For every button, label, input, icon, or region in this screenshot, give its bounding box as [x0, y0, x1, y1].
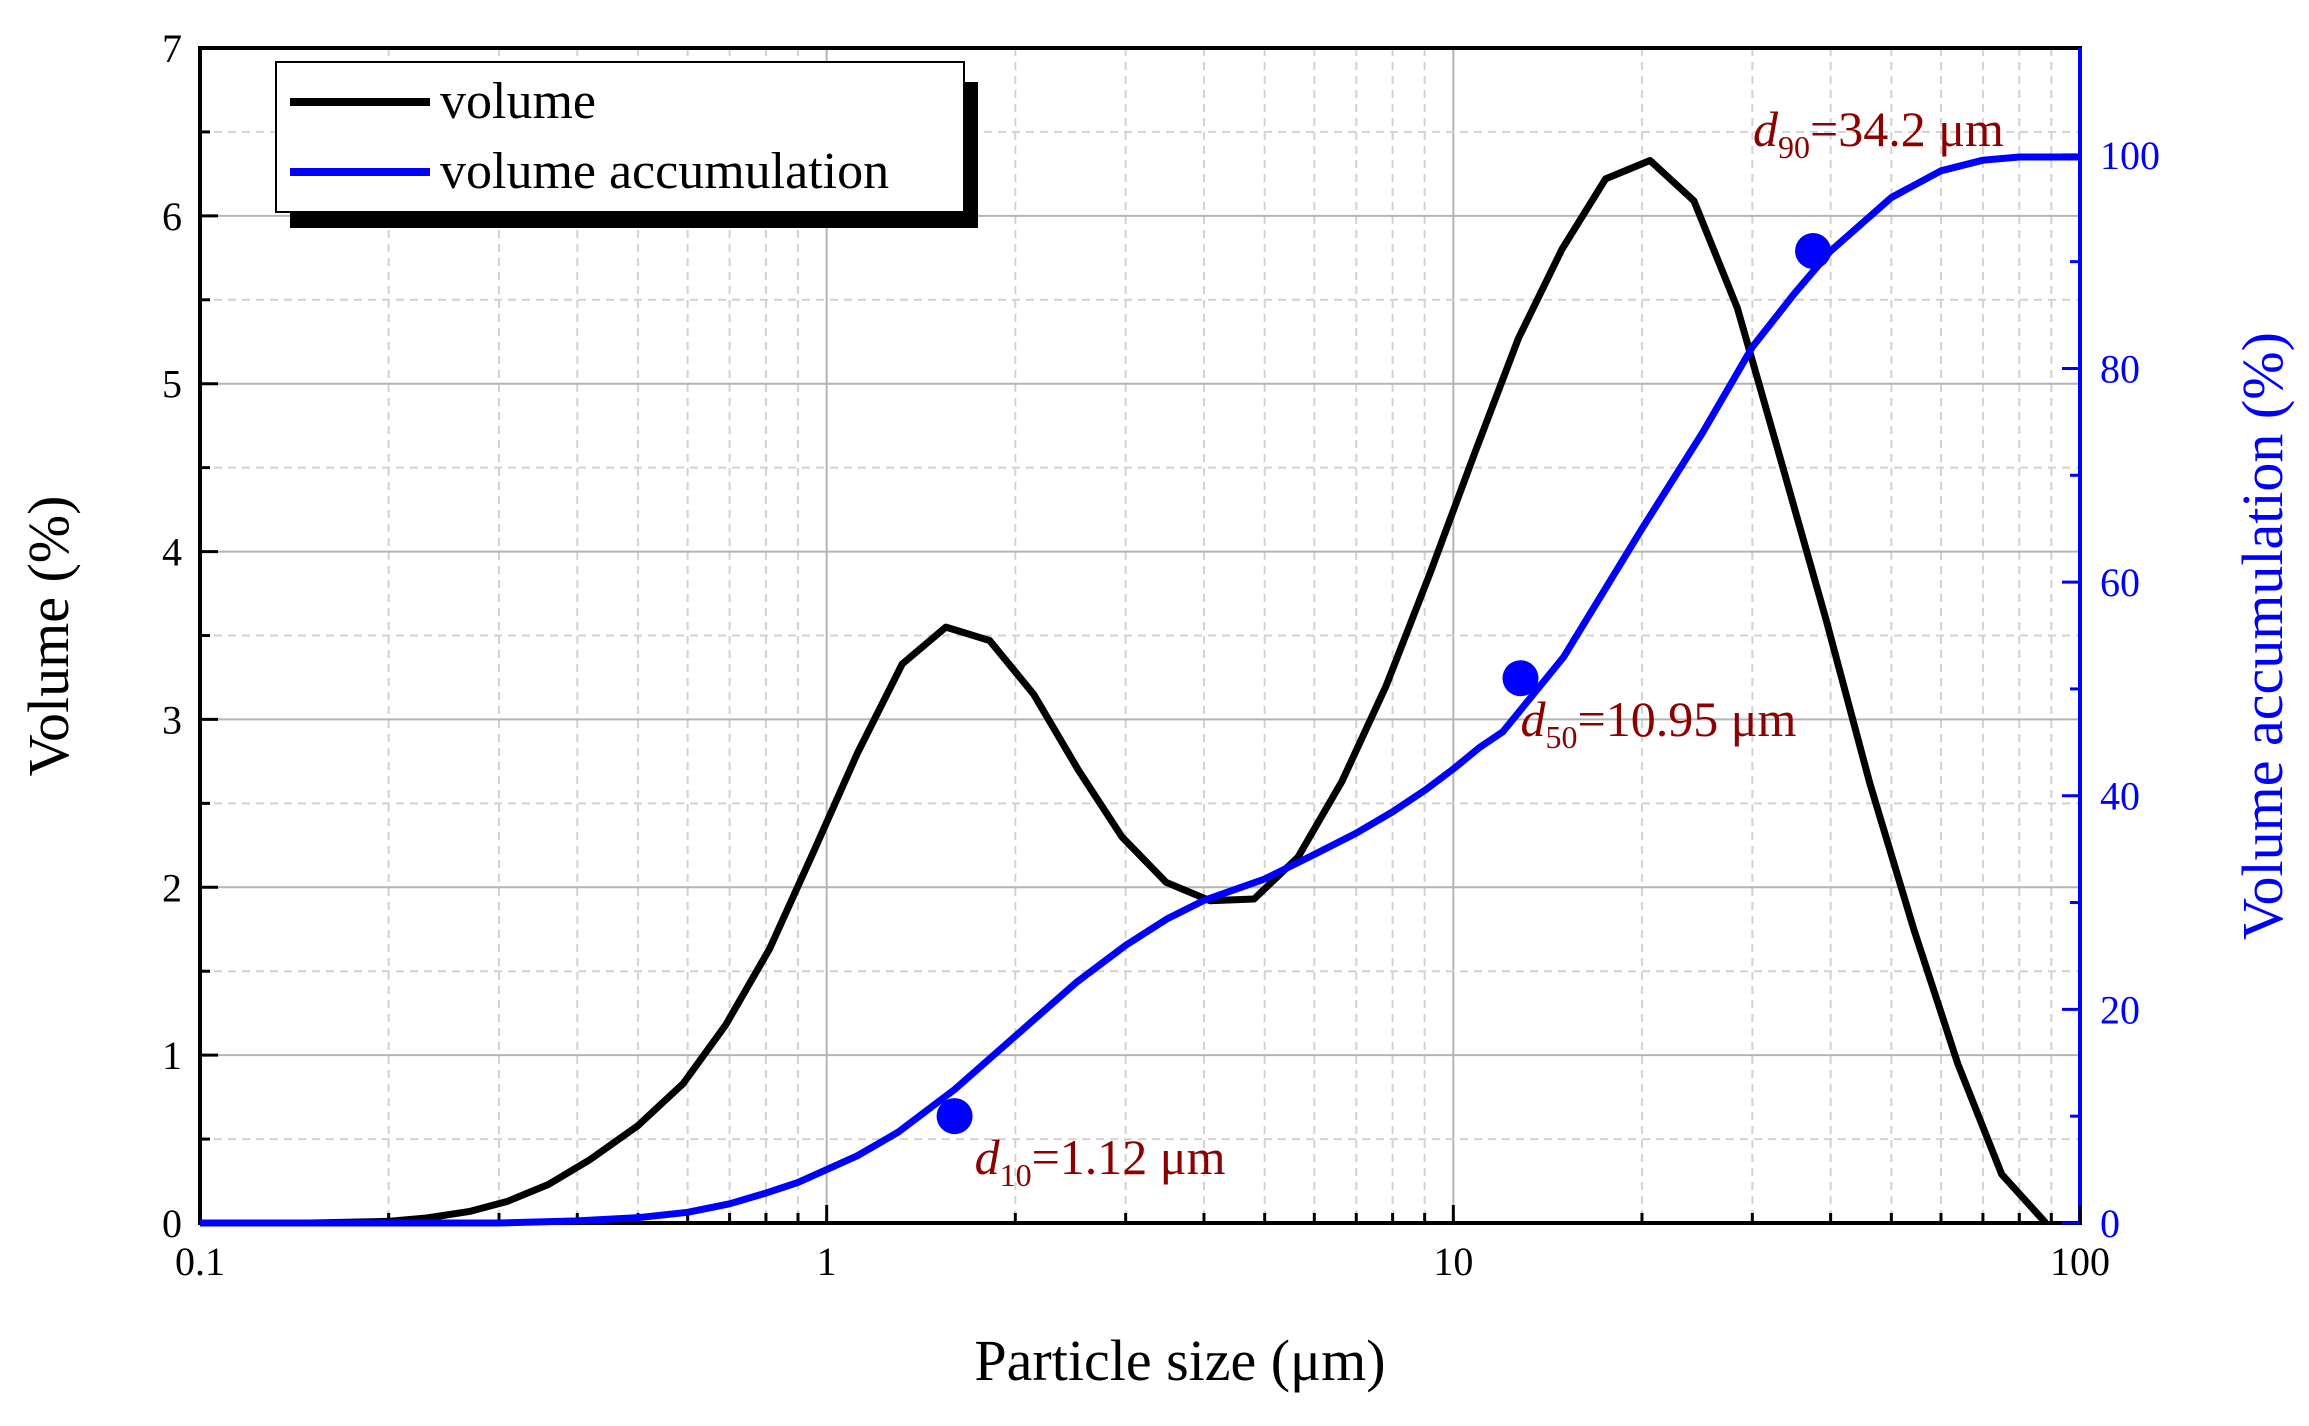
y-right-tick-label: 40 — [2100, 774, 2140, 819]
volume-line — [200, 157, 2049, 1227]
y-right-tick-label: 0 — [2100, 1201, 2120, 1246]
x-axis-title: Particle size (μm) — [974, 1328, 1385, 1393]
y-left-tick-label: 7 — [162, 26, 182, 71]
y-right-tick-label: 100 — [2100, 133, 2160, 178]
percentile-label-10: d10=1.12 μm — [975, 1129, 1226, 1193]
percentile-label-90: d90=34.2 μm — [1753, 101, 2004, 165]
y-left-tick-label: 5 — [162, 362, 182, 407]
data-series — [200, 153, 2080, 1227]
y-axis-title-left: Volume (%) — [16, 496, 81, 777]
percentile-label-50: d50=10.95 μm — [1521, 691, 1797, 755]
x-tick-label: 10 — [1433, 1239, 1473, 1284]
legend-box — [275, 61, 965, 213]
legend: volume volume accumulation — [275, 61, 978, 228]
y-left-tick-label: 0 — [162, 1201, 182, 1246]
accumulation-line — [200, 153, 2080, 1227]
percentile-markers: d10=1.12 μm d50=10.95 μm d90=34.2 μm — [936, 101, 2004, 1193]
y-right-tick-label: 20 — [2100, 987, 2140, 1032]
y-left-tick-label: 6 — [162, 194, 182, 239]
y-right-tick-label: 60 — [2100, 560, 2140, 605]
legend-label-volume: volume — [440, 73, 596, 130]
y-axis-title-right: Volume accumulation (%) — [2230, 332, 2295, 940]
y-left-tick-label: 1 — [162, 1033, 182, 1078]
y-right-tick-label: 80 — [2100, 346, 2140, 391]
percentile-marker-90 — [1795, 232, 1832, 269]
percentile-marker-10 — [936, 1098, 973, 1135]
x-tick-label: 0.1 — [175, 1239, 225, 1284]
x-tick-label: 1 — [817, 1239, 837, 1284]
y-left-tick-label: 3 — [162, 697, 182, 742]
y-left-tick-label: 2 — [162, 865, 182, 910]
y-left-tick-label: 4 — [162, 530, 182, 575]
x-tick-label: 100 — [2050, 1239, 2110, 1284]
legend-label-accumulation: volume accumulation — [440, 143, 889, 200]
percentile-marker-50 — [1502, 660, 1539, 697]
